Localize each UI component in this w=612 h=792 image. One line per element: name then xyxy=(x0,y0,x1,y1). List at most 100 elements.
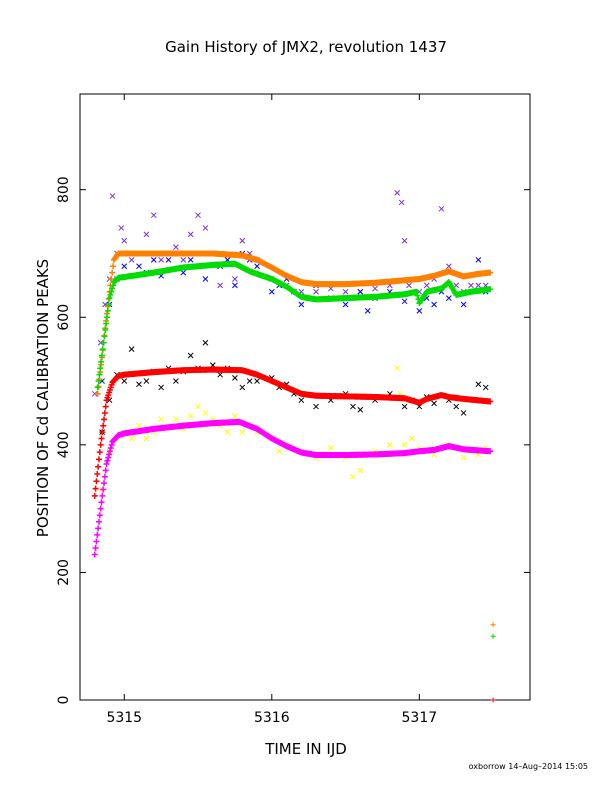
data-point xyxy=(109,269,116,276)
data-point xyxy=(128,435,135,442)
data-point xyxy=(105,296,112,303)
data-point xyxy=(460,301,467,308)
data-point xyxy=(158,384,165,391)
data-point xyxy=(350,403,356,410)
data-point xyxy=(150,212,157,219)
series-2 xyxy=(99,339,489,435)
data-point xyxy=(202,339,209,346)
data-point xyxy=(357,288,364,295)
data-point xyxy=(357,406,364,413)
data-point xyxy=(187,231,194,238)
data-point xyxy=(94,384,101,391)
data-point xyxy=(95,463,102,470)
data-point xyxy=(102,403,109,410)
x-axis-label: TIME IN IJD xyxy=(264,740,347,758)
data-point xyxy=(239,237,246,244)
data-point xyxy=(173,416,179,423)
series-10 xyxy=(490,697,496,703)
data-point xyxy=(99,346,106,353)
data-point xyxy=(108,288,115,295)
data-point xyxy=(98,352,105,359)
data-point xyxy=(490,697,496,703)
data-point xyxy=(100,486,107,493)
data-point xyxy=(445,295,452,301)
data-point xyxy=(475,381,482,388)
data-point xyxy=(180,256,187,263)
footer-credit: oxborrow 14–Aug–2014 15:05 xyxy=(469,762,588,771)
series-4 xyxy=(94,250,494,397)
data-point xyxy=(103,460,110,467)
data-point xyxy=(232,375,238,381)
data-point xyxy=(401,298,408,305)
data-point xyxy=(187,413,194,419)
data-point xyxy=(468,282,474,289)
data-point xyxy=(150,256,157,263)
data-point xyxy=(487,286,494,293)
data-point xyxy=(401,441,408,448)
data-point xyxy=(475,282,482,289)
data-point xyxy=(342,301,349,308)
x-tick-label: 5316 xyxy=(254,710,290,726)
data-point xyxy=(94,531,101,538)
data-point xyxy=(100,422,107,429)
data-point xyxy=(96,449,103,456)
data-point xyxy=(195,403,201,410)
data-point xyxy=(239,429,246,435)
data-point xyxy=(106,448,113,455)
data-point xyxy=(232,282,238,289)
data-point xyxy=(110,263,117,270)
data-point xyxy=(101,333,108,340)
data-point xyxy=(95,518,102,525)
data-point xyxy=(97,505,104,512)
data-point xyxy=(102,327,109,334)
chart-title: Gain History of JMX2, revolution 1437 xyxy=(165,38,447,56)
data-point xyxy=(406,282,412,289)
data-point xyxy=(93,538,100,545)
data-point xyxy=(93,478,100,485)
data-point xyxy=(202,225,209,231)
y-tick-label: 600 xyxy=(56,304,72,331)
data-point xyxy=(173,244,179,250)
data-point xyxy=(105,301,112,308)
data-point xyxy=(217,282,224,289)
data-point xyxy=(121,263,128,270)
series-6 xyxy=(91,366,494,499)
data-point xyxy=(94,471,101,478)
data-point xyxy=(98,358,105,365)
data-point xyxy=(239,384,246,391)
data-point xyxy=(327,445,334,451)
data-point xyxy=(475,256,482,263)
data-point xyxy=(136,381,142,388)
data-point xyxy=(487,269,494,276)
data-point xyxy=(143,378,150,384)
data-point xyxy=(413,288,420,295)
y-tick-label: 200 xyxy=(56,559,72,586)
series-8 xyxy=(490,622,496,628)
data-point xyxy=(254,378,260,384)
data-point xyxy=(431,400,437,407)
data-point xyxy=(202,410,209,416)
data-point xyxy=(401,403,408,410)
data-point xyxy=(94,390,101,397)
data-point xyxy=(136,422,142,429)
data-point xyxy=(487,448,494,455)
data-point xyxy=(121,378,128,384)
data-point xyxy=(187,352,194,359)
data-point xyxy=(99,492,106,499)
data-point xyxy=(438,205,445,212)
data-point xyxy=(95,378,102,385)
data-point xyxy=(136,263,142,270)
data-point xyxy=(102,467,109,474)
data-point xyxy=(357,467,364,474)
data-point xyxy=(158,256,165,263)
data-point xyxy=(350,473,356,480)
data-point xyxy=(165,256,172,263)
data-point xyxy=(121,237,128,244)
data-point xyxy=(118,225,125,231)
data-point xyxy=(103,320,110,327)
data-point xyxy=(276,448,283,455)
data-point xyxy=(107,445,114,452)
data-point xyxy=(173,378,179,384)
data-point xyxy=(95,525,102,532)
